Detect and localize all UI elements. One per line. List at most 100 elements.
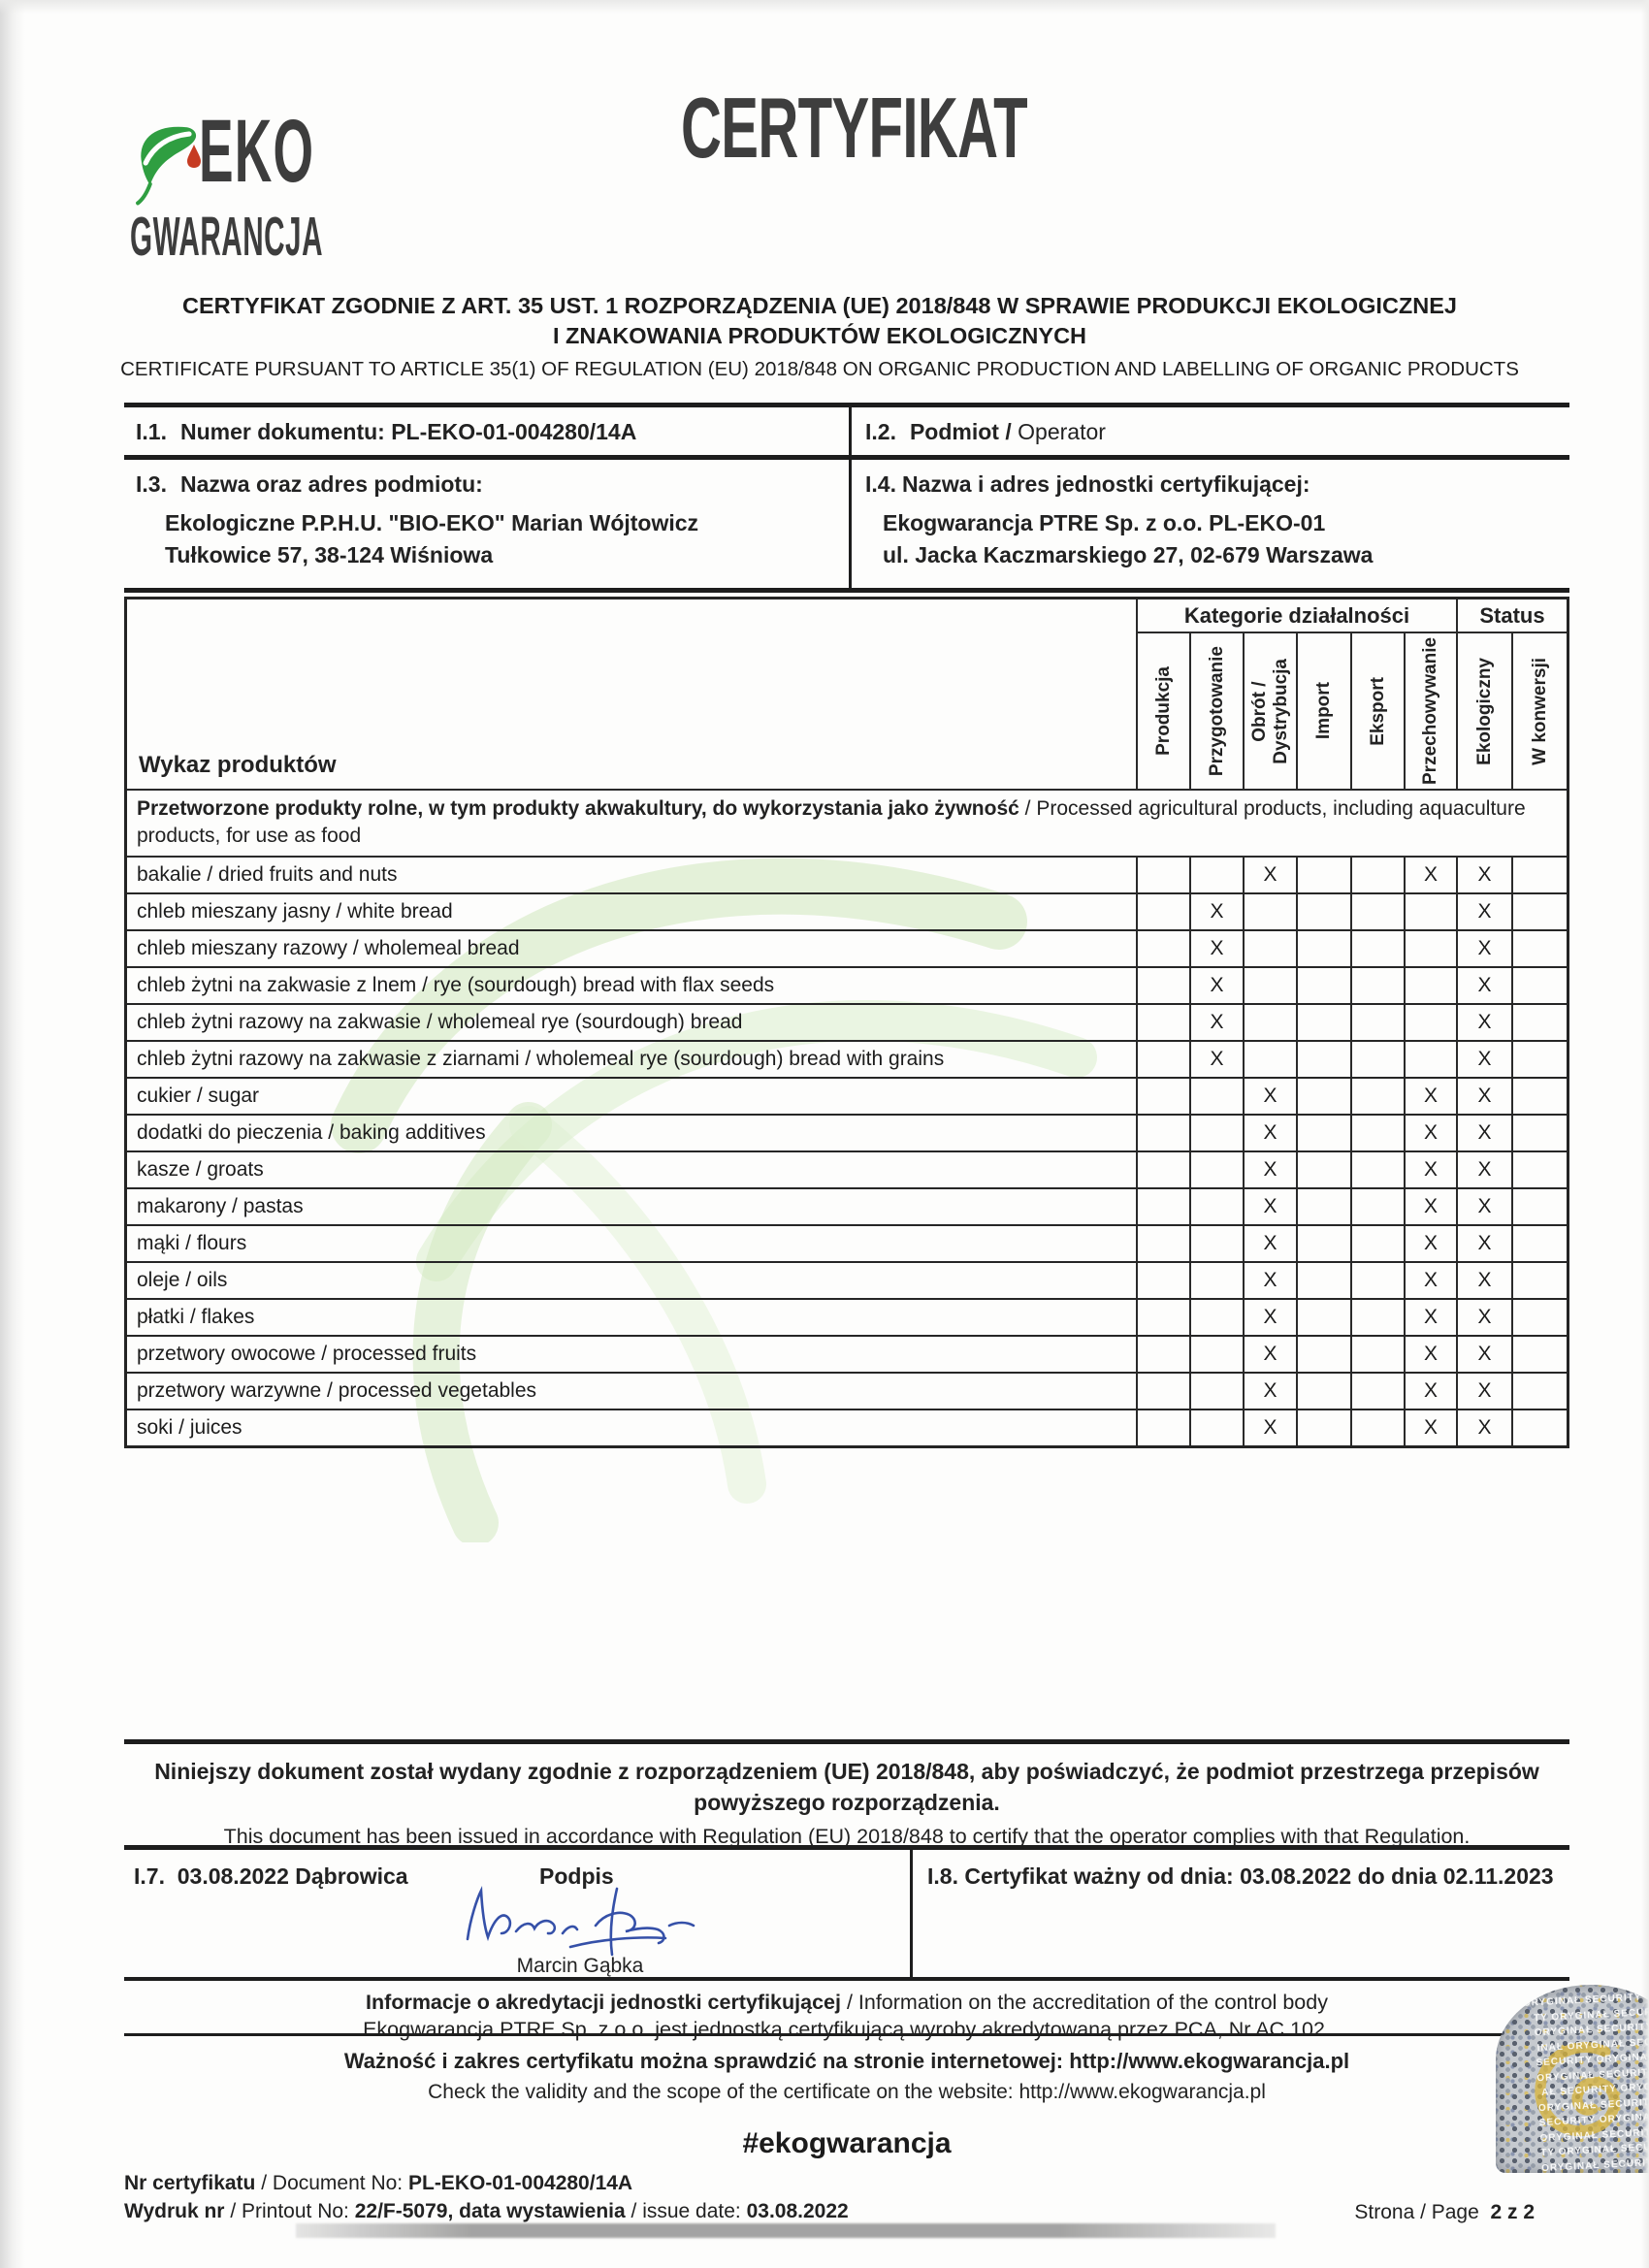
group-header-activities: Kategorie działalności [1136, 599, 1456, 633]
table-row: chleb mieszany razowy / wholemeal bread X… [127, 931, 1567, 968]
mark-empty [1350, 1116, 1404, 1150]
cert-label-pl: Nr certyfikatu [124, 2172, 256, 2194]
validity-en: Check the validity and the scope of the … [428, 2081, 1266, 2103]
signature-image [466, 1886, 695, 1957]
mark-x: X [1456, 1152, 1511, 1187]
mark-x: X [1456, 1263, 1511, 1298]
column-header-5: Przechowywanie [1404, 633, 1456, 789]
mark-x: X [1456, 1226, 1511, 1261]
table-row: chleb żytni razowy na zakwasie / wholeme… [127, 1005, 1567, 1042]
mark-x: X [1404, 858, 1456, 892]
mark-empty [1136, 1116, 1189, 1150]
product-name: cukier / sugar [137, 1085, 260, 1107]
subtitle-en: CERTIFICATE PURSUANT TO ARTICLE 35(1) OF… [120, 358, 1519, 380]
logo-text-eko: EKO [199, 102, 315, 201]
mark-empty [1136, 858, 1189, 892]
mark-empty [1511, 1337, 1567, 1372]
section-label-en: Processed agricultural products, includi… [137, 797, 1526, 847]
mark-x: X [1456, 1116, 1511, 1150]
column-header-label: Ekologiczny [1473, 657, 1495, 765]
mark-empty [1350, 1226, 1404, 1261]
page-number: Strona / Page 2 z 2 [1354, 2198, 1535, 2226]
validity-period: Certyfikat ważny od dnia: 03.08.2022 do … [964, 1863, 1554, 1889]
mark-x: X [1456, 931, 1511, 966]
field-i4: I.4. Nazwa i adres jednostki certyfikując… [849, 460, 1569, 588]
mark-empty [1243, 931, 1296, 966]
mark-empty [1136, 1189, 1189, 1224]
table-row: makarony / pastas X X X [127, 1189, 1567, 1226]
mark-empty [1136, 1374, 1189, 1409]
mark-empty [1136, 1300, 1189, 1335]
mark-empty [1136, 1005, 1189, 1040]
product-name: mąki / flours [137, 1232, 247, 1254]
certificate-number-line: Nr certyfikatu / Document No: PL-EKO-01-… [124, 2169, 1569, 2197]
mark-empty [1511, 931, 1567, 966]
mark-empty [1296, 931, 1350, 966]
statement-pl-line1: Niniejszy dokument został wydany zgodnie… [154, 1759, 1539, 1784]
table-header-right: Kategorie działalności Status Produkcja P… [1136, 599, 1567, 789]
issue-date-value: 03.08.2022 [746, 2200, 849, 2222]
mark-empty [1189, 1189, 1243, 1224]
rule-statement-top [124, 1739, 1569, 1744]
mark-empty [1350, 968, 1404, 1003]
scan-edge-top [0, 0, 1649, 14]
mark-empty [1296, 1226, 1350, 1261]
mark-x: X [1456, 1337, 1511, 1372]
product-name: chleb żytni razowy na zakwasie z ziarnam… [137, 1048, 945, 1070]
mark-empty [1136, 1079, 1189, 1114]
mark-empty [1511, 894, 1567, 929]
column-header-label: W konwersji [1529, 657, 1550, 765]
product-name: chleb żytni na zakwasie z lnem / rye (so… [137, 974, 775, 996]
field-i2-num: I.2. [865, 419, 896, 444]
field-i7: I.7. 03.08.2022 Dąbrowica [134, 1863, 408, 1890]
mark-x: X [1243, 1263, 1296, 1298]
mark-empty [1511, 1374, 1567, 1409]
signature-label: Podpis [539, 1863, 614, 1889]
mark-empty [1404, 1005, 1456, 1040]
table-row: chleb żytni razowy na zakwasie z ziarnam… [127, 1042, 1567, 1079]
section-separator: / [1018, 797, 1037, 820]
cert-number: PL-EKO-01-004280/14A [407, 2172, 633, 2194]
subtitle-pl-line2: I ZNAKOWANIA PRODUKTÓW EKOLOGICZNYCH [552, 323, 1087, 348]
mark-x: X [1243, 1300, 1296, 1335]
mark-empty [1296, 1042, 1350, 1077]
accreditation-body: Ekogwarancja PTRE Sp. z o.o. jest jednos… [363, 2018, 1331, 2041]
mark-x: X [1404, 1226, 1456, 1261]
product-name: kasze / groats [137, 1158, 264, 1181]
subtitle-pl-line1: CERTYFIKAT ZGODNIE Z ART. 35 UST. 1 ROZP… [182, 293, 1457, 318]
footer: Nr certyfikatu / Document No: PL-EKO-01-… [124, 2169, 1569, 2225]
field-i3-label: Nazwa oraz adres podmiotu: [179, 471, 483, 497]
mark-empty [1296, 1116, 1350, 1150]
mark-x: X [1243, 1116, 1296, 1150]
sticker-gold-swirl-icon [1535, 2042, 1620, 2137]
mark-x: X [1404, 1337, 1456, 1372]
product-name: makarony / pastas [137, 1195, 304, 1217]
field-i3-num: I.3. [136, 471, 167, 497]
mark-x: X [1456, 1410, 1511, 1445]
column-header-7: W konwersji [1511, 633, 1567, 789]
mark-x: X [1243, 1337, 1296, 1372]
column-header-6: Ekologiczny [1456, 633, 1511, 789]
validity-block: Ważność i zakres certyfikatu można spraw… [124, 2033, 1569, 2160]
mark-empty [1136, 1226, 1189, 1261]
rule-top [124, 403, 1569, 407]
accreditation-block: Informacje o akredytacji jednostki certy… [124, 1977, 1569, 2043]
field-i2-label-pl: Podmiot / [909, 419, 1012, 444]
table-row: płatki / flakes X X X [127, 1300, 1567, 1337]
mark-x: X [1243, 1410, 1296, 1445]
mark-empty [1189, 1300, 1243, 1335]
mark-empty [1189, 858, 1243, 892]
field-i8-num: I.8. [927, 1863, 958, 1889]
mark-empty [1511, 858, 1567, 892]
info-grid: I.1. Numer dokumentu: PL-EKO-01-004280/14… [124, 403, 1569, 593]
mark-empty [1350, 1042, 1404, 1077]
hashtag: #ekogwarancja [742, 2127, 952, 2159]
table-row: soki / juices X X X [127, 1410, 1567, 1445]
column-header-0: Produkcja [1136, 633, 1189, 789]
printout-label-pl: Wydruk nr [124, 2200, 225, 2222]
mark-empty [1350, 1410, 1404, 1445]
column-header-2: Obrót / Dystrybucja [1243, 633, 1296, 789]
scan-shadow-artifact [296, 2223, 1276, 2238]
mark-empty [1296, 1374, 1350, 1409]
table-section-header: Przetworzone produkty rolne, w tym produ… [127, 789, 1567, 858]
